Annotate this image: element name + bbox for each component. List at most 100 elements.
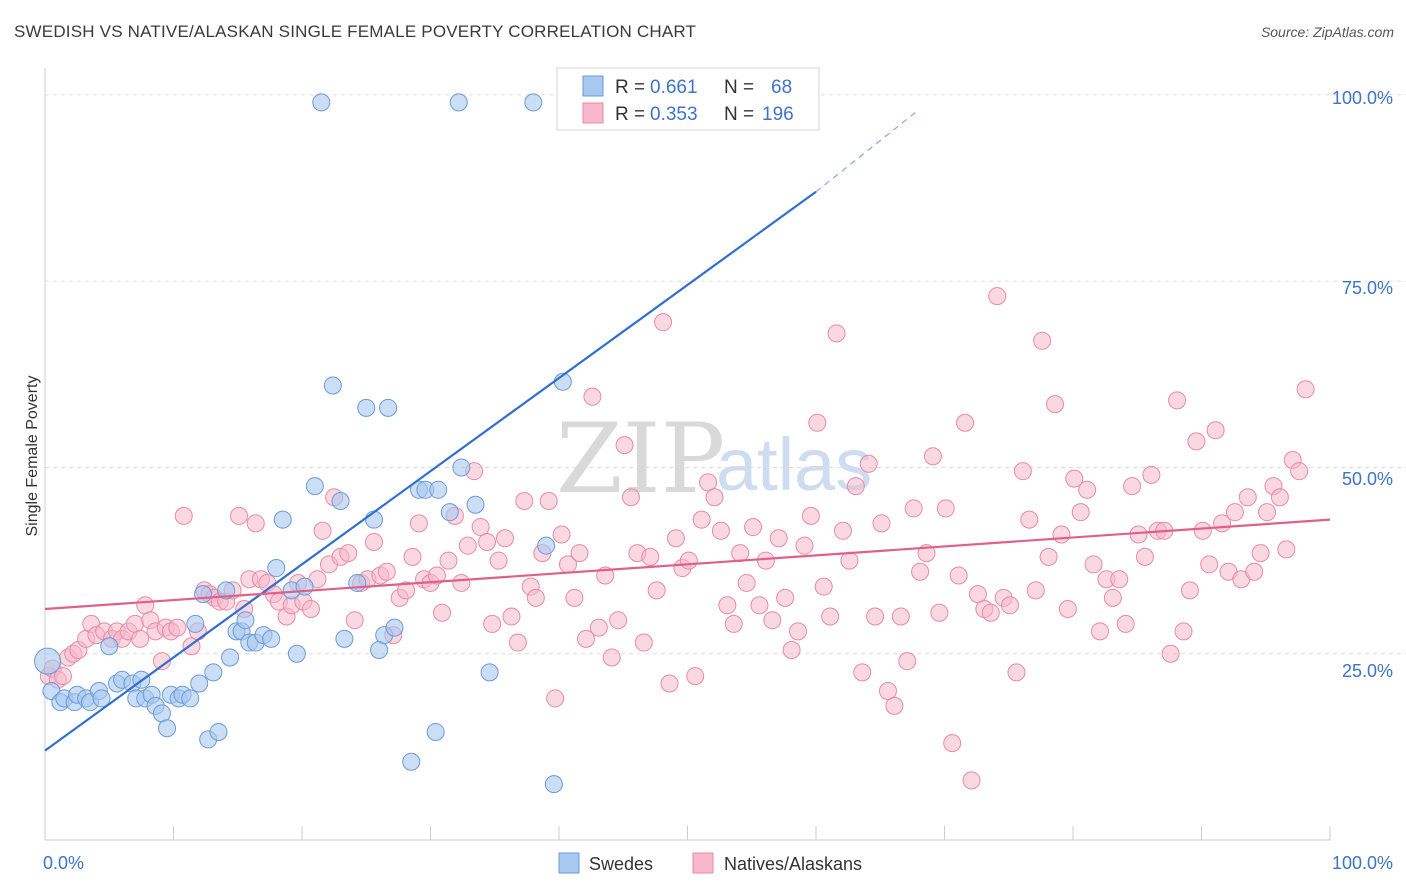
swedes-point xyxy=(92,689,111,708)
swedes-point xyxy=(34,647,62,675)
natives-point xyxy=(981,603,1000,622)
swedes-point xyxy=(357,398,376,417)
natives-point xyxy=(1065,469,1084,488)
natives-point xyxy=(439,551,458,570)
natives-point xyxy=(1270,488,1289,507)
swedes-point xyxy=(221,648,240,667)
natives-point xyxy=(1007,663,1026,682)
natives-point xyxy=(718,596,737,615)
natives-point xyxy=(789,622,808,641)
natives-point xyxy=(1135,547,1154,566)
stats-legend: R = 0.661 N = 68 R = 0.353 N = 196 xyxy=(556,67,820,131)
natives-point xyxy=(744,518,763,537)
watermark-zip: ZIP xyxy=(556,403,725,515)
natives-point xyxy=(565,588,584,607)
natives-point xyxy=(1033,331,1052,350)
swedes-point xyxy=(385,618,404,637)
natives-point xyxy=(782,641,801,659)
natives-point xyxy=(1251,544,1270,563)
natives-point xyxy=(471,518,490,537)
swedes-point xyxy=(524,93,543,112)
natives-point xyxy=(403,547,422,566)
natives-legend-label: Natives/Alaskans xyxy=(724,854,862,874)
natives-point xyxy=(1123,477,1142,496)
y-tick-label-75: 75.0% xyxy=(1342,278,1393,298)
series-legend: Swedes Natives/Alaskans xyxy=(558,852,862,874)
natives-point xyxy=(891,607,910,626)
natives-point xyxy=(821,607,840,626)
natives-point xyxy=(814,577,833,596)
natives-point xyxy=(885,696,904,715)
natives-point xyxy=(526,588,545,607)
natives-point xyxy=(1168,391,1187,410)
natives-point xyxy=(872,514,891,533)
y-tick-label-25: 25.0% xyxy=(1342,661,1393,681)
natives-point xyxy=(634,633,653,652)
swedes-point xyxy=(544,775,563,794)
natives-point xyxy=(1001,596,1020,615)
natives-point xyxy=(496,529,515,548)
natives-point xyxy=(168,618,187,637)
swedes-point xyxy=(429,480,448,499)
natives-point xyxy=(1013,462,1032,481)
natives-trend-line xyxy=(44,518,1331,611)
swedes-points xyxy=(34,93,579,794)
natives-point xyxy=(489,551,508,570)
natives-point xyxy=(679,551,698,570)
swedes-point xyxy=(466,495,485,514)
swedes-point xyxy=(262,629,281,648)
natives-point xyxy=(853,663,872,682)
natives-point xyxy=(1084,555,1103,574)
natives-point xyxy=(859,454,878,473)
natives-point xyxy=(345,611,364,630)
natives-point xyxy=(833,521,852,540)
swedes-point xyxy=(204,663,223,682)
swedes-point xyxy=(449,93,468,112)
natives-point xyxy=(576,629,595,648)
natives-point xyxy=(923,447,942,466)
swedes-point xyxy=(379,398,398,417)
natives-point xyxy=(1020,510,1039,529)
natives-point xyxy=(483,614,502,633)
natives-point xyxy=(808,413,827,432)
natives-point xyxy=(1258,503,1277,522)
natives-point xyxy=(647,581,666,600)
natives-point xyxy=(654,313,673,332)
swedes-point xyxy=(480,663,499,682)
natives-point xyxy=(1225,503,1244,522)
natives-point xyxy=(988,287,1007,306)
swedes-point xyxy=(364,510,383,529)
natives-point xyxy=(911,562,930,581)
natives-point xyxy=(1206,421,1225,440)
natives-point xyxy=(898,652,917,671)
natives-point xyxy=(313,521,332,540)
swedes-point xyxy=(305,477,324,496)
natives-point xyxy=(1187,432,1206,451)
natives-point xyxy=(1110,570,1129,589)
swedes-point xyxy=(440,503,459,522)
swedes-point xyxy=(402,752,421,771)
natives-point xyxy=(1078,480,1097,499)
natives-point xyxy=(943,734,962,753)
natives-point xyxy=(731,544,750,563)
natives-point xyxy=(686,667,705,686)
watermark-atlas: atlas xyxy=(716,423,872,506)
natives-point xyxy=(776,588,795,607)
natives-point xyxy=(1052,525,1071,544)
natives-point xyxy=(339,544,358,563)
natives-point xyxy=(1142,465,1161,484)
swedes-point xyxy=(190,674,209,693)
grid-lines xyxy=(45,94,1406,655)
natives-point xyxy=(795,536,814,555)
swedes-point xyxy=(426,722,445,741)
swedes-point xyxy=(209,722,228,741)
natives-point xyxy=(1116,614,1135,633)
swedes-r-value: 0.661 xyxy=(650,77,698,98)
natives-point xyxy=(1245,562,1264,581)
natives-point xyxy=(968,585,987,604)
natives-point xyxy=(1071,503,1090,522)
natives-point xyxy=(502,607,521,626)
natives-point xyxy=(750,596,769,615)
natives-point xyxy=(552,525,571,544)
natives-point xyxy=(433,603,452,622)
